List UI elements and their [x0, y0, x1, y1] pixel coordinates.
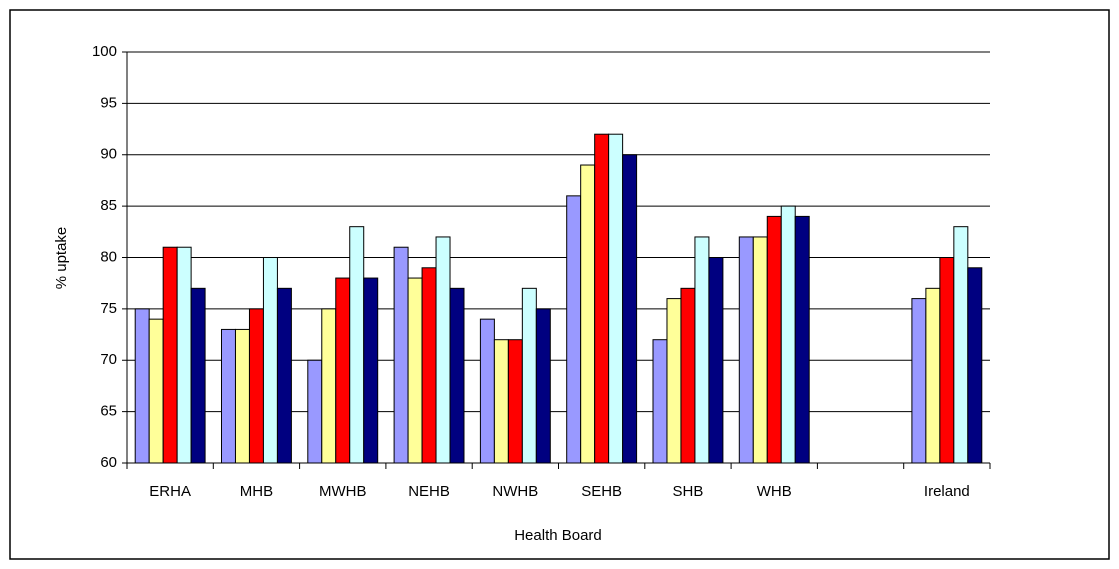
x-tick-label: SHB: [673, 483, 704, 500]
y-tick-label: 60: [100, 454, 117, 471]
bar: [680, 287, 696, 464]
bar: [652, 339, 668, 464]
chart-border: [9, 9, 1110, 560]
bar: [234, 328, 250, 464]
bar: [925, 287, 941, 464]
bar: [794, 215, 810, 464]
x-tick-label: MHB: [240, 483, 273, 500]
y-tick-label: 85: [100, 197, 117, 214]
bar: [176, 246, 192, 464]
bar: [262, 257, 278, 464]
bar: [321, 308, 337, 464]
bar: [479, 318, 495, 464]
bar: [407, 277, 423, 464]
bar: [435, 236, 451, 464]
bar: [507, 339, 523, 464]
y-axis-label: % uptake: [53, 227, 70, 290]
y-tick-label: 100: [92, 43, 117, 60]
bar: [766, 215, 782, 464]
bar: [307, 359, 323, 464]
bar: [148, 318, 164, 464]
bar: [752, 236, 768, 464]
bar: [421, 267, 437, 464]
bar: [535, 308, 551, 464]
y-tick-label: 75: [100, 300, 117, 317]
x-tick-label: MWHB: [319, 483, 367, 500]
bar: [694, 236, 710, 464]
bar: [738, 236, 754, 464]
bar: [622, 154, 638, 464]
x-tick-label: Ireland: [924, 483, 970, 500]
y-tick-label: 90: [100, 146, 117, 163]
bar: [493, 339, 509, 464]
y-tick-label: 65: [100, 403, 117, 420]
bar: [363, 277, 379, 464]
bar: [162, 246, 178, 464]
bar: [349, 226, 365, 464]
bar: [939, 257, 955, 464]
y-tick-label: 80: [100, 248, 117, 265]
x-tick-label: NWHB: [492, 483, 538, 500]
bar: [248, 308, 264, 464]
bar: [953, 226, 969, 464]
bar: [708, 257, 724, 464]
bar: [967, 267, 983, 464]
x-axis-label: Health Board: [514, 527, 602, 544]
x-tick-label: NEHB: [408, 483, 450, 500]
bar: [566, 195, 582, 464]
x-tick-label: SEHB: [581, 483, 622, 500]
bar: [335, 277, 351, 464]
bar: [220, 328, 236, 464]
bar: [594, 133, 610, 464]
x-tick-label: WHB: [757, 483, 792, 500]
y-tick-label: 95: [100, 94, 117, 111]
y-tick-label: 70: [100, 351, 117, 368]
bar: [190, 287, 206, 464]
bar: [134, 308, 150, 464]
bar: [393, 246, 409, 464]
bar: [666, 298, 682, 464]
bar: [580, 164, 596, 464]
x-tick-label: ERHA: [149, 483, 191, 500]
bar: [521, 287, 537, 464]
bar: [911, 298, 927, 464]
bar: [780, 205, 796, 464]
bar: [449, 287, 465, 464]
bar: [276, 287, 292, 464]
bar: [608, 133, 624, 464]
